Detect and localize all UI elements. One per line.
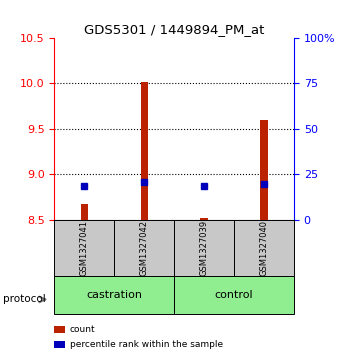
- Text: count: count: [70, 325, 96, 334]
- Text: control: control: [215, 290, 253, 300]
- Bar: [201, 218, 208, 220]
- Bar: [114, 220, 174, 276]
- Bar: [54, 220, 114, 276]
- Text: GSM1327041: GSM1327041: [80, 220, 89, 276]
- Text: protocol: protocol: [4, 294, 46, 305]
- Text: castration: castration: [86, 290, 142, 300]
- Bar: [260, 120, 268, 220]
- Text: GSM1327042: GSM1327042: [140, 220, 149, 276]
- Bar: [54, 276, 174, 314]
- Bar: [141, 82, 148, 220]
- Bar: [234, 220, 294, 276]
- Text: percentile rank within the sample: percentile rank within the sample: [70, 340, 223, 349]
- Bar: [174, 220, 234, 276]
- Text: GSM1327039: GSM1327039: [199, 220, 209, 276]
- Bar: [80, 204, 88, 220]
- Title: GDS5301 / 1449894_PM_at: GDS5301 / 1449894_PM_at: [84, 23, 264, 36]
- Text: GSM1327040: GSM1327040: [260, 220, 268, 276]
- Bar: [174, 276, 294, 314]
